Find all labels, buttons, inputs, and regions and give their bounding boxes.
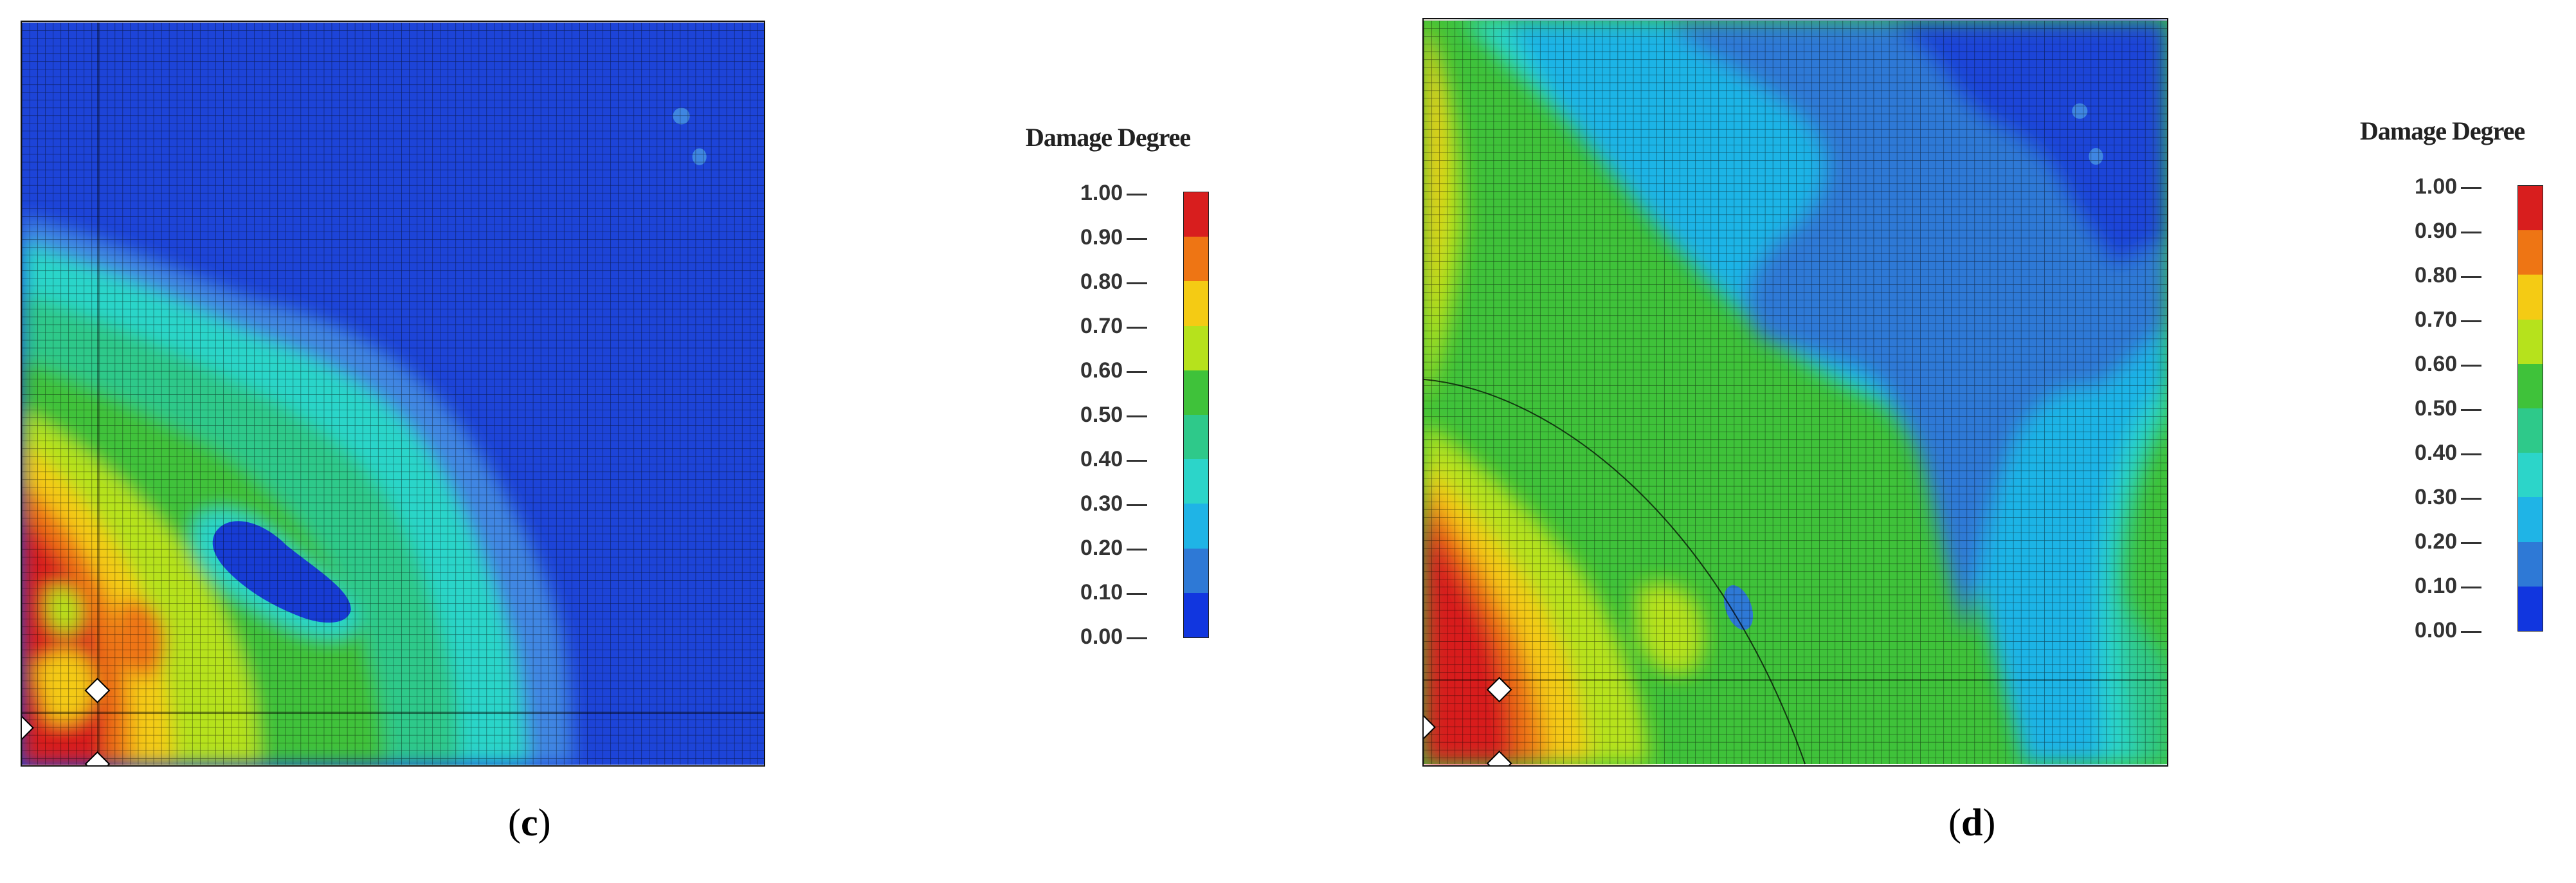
legend-tick: 0.90 — [2415, 220, 2482, 242]
legend-tick: 0.00 — [1080, 626, 1148, 648]
color-bar-swatch — [2518, 230, 2543, 275]
legend-tick: 1.00 — [2415, 176, 2482, 197]
caption-letter: d — [1961, 801, 1983, 844]
color-bar-swatch — [1184, 325, 1208, 370]
damage-contour-map-d — [1424, 21, 2167, 765]
legend-tick: 0.00 — [2415, 619, 2482, 641]
caption-c: (c) — [508, 801, 551, 844]
color-bar-swatch — [1184, 592, 1208, 637]
contour-panel-c — [21, 21, 765, 767]
color-bar-swatch — [2518, 408, 2543, 453]
legend-tick: 0.80 — [2415, 264, 2482, 286]
color-bar-swatch — [1184, 281, 1208, 326]
damage-contour-map-c — [22, 23, 764, 765]
legend-d: Damage Degree 1.00 0.90 0.80 0.70 0.60 0… — [2360, 116, 2572, 656]
color-bar-swatch — [2518, 586, 2543, 631]
color-bar-swatch — [2518, 275, 2543, 320]
caption-letter: c — [520, 801, 538, 844]
color-bar-swatch — [1184, 459, 1208, 504]
legend-title: Damage Degree — [1026, 123, 1191, 152]
contour-panel-d — [1422, 18, 2168, 767]
color-bar-swatch — [1184, 415, 1208, 460]
legend-tick: 0.10 — [1080, 581, 1148, 603]
legend-tick: 0.50 — [1080, 404, 1148, 426]
color-bar — [2517, 185, 2543, 632]
legend-title: Damage Degree — [2360, 116, 2525, 145]
color-bar-swatch — [1184, 237, 1208, 282]
legend-tick: 0.70 — [2415, 309, 2482, 331]
color-bar-swatch — [1184, 504, 1208, 549]
caption-d: (d) — [1948, 801, 1996, 844]
color-bar-swatch — [1184, 548, 1208, 593]
color-bar-swatch — [2518, 542, 2543, 587]
legend-tick: 0.40 — [1080, 448, 1148, 470]
legend-tick: 0.90 — [1080, 226, 1148, 248]
color-bar-swatch — [2518, 363, 2543, 408]
legend-tick: 0.40 — [2415, 442, 2482, 464]
legend-tick: 0.80 — [1080, 271, 1148, 293]
color-bar-swatch — [1184, 192, 1208, 237]
color-bar-swatch — [1184, 370, 1208, 415]
color-bar-swatch — [2518, 453, 2543, 498]
legend-tick: 0.50 — [2415, 397, 2482, 419]
legend-tick: 0.70 — [1080, 315, 1148, 337]
legend-tick: 1.00 — [1080, 182, 1148, 204]
legend-tick: 0.30 — [1080, 493, 1148, 514]
legend-tick: 0.60 — [2415, 353, 2482, 375]
legend-tick: 0.30 — [2415, 486, 2482, 508]
color-bar-swatch — [2518, 319, 2543, 364]
legend-tick: 0.60 — [1080, 360, 1148, 381]
legend-tick: 0.20 — [2415, 531, 2482, 552]
legend-tick: 0.10 — [2415, 575, 2482, 597]
color-bar-swatch — [2518, 186, 2543, 231]
legend-tick: 0.20 — [1080, 537, 1148, 559]
legend-c: Damage Degree 1.00 0.90 0.80 0.70 0.60 0… — [1026, 122, 1238, 662]
color-bar — [1183, 192, 1209, 638]
color-bar-swatch — [2518, 497, 2543, 542]
